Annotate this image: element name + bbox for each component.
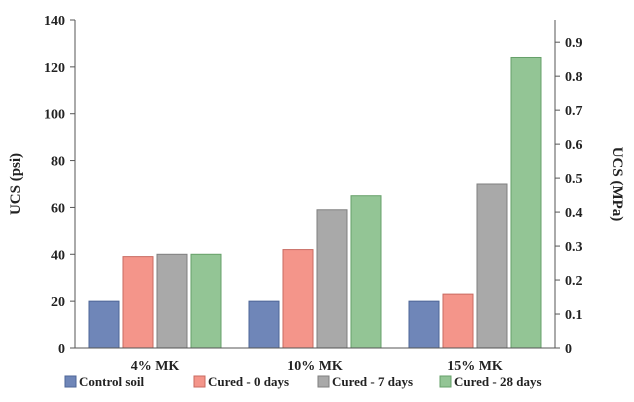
legend: Control soil Cured - 0 days Cured - 7 days… [64, 374, 542, 389]
legend-label: Control soil [79, 374, 145, 389]
bar-cured-28-days-1 [350, 195, 382, 349]
bar-control-soil-2 [408, 300, 440, 349]
bar-cured-28-days-0 [190, 253, 222, 349]
x-category-labels: 4% MK 10% MK 15% MK [131, 359, 503, 374]
bar-cured-7-days-1 [316, 209, 348, 349]
y-tick-label: 100 [44, 108, 65, 123]
y-tick-label: 80 [51, 155, 65, 170]
y2-tick-label: 0.4 [565, 206, 583, 221]
y2-tick-label: 0.2 [565, 274, 583, 289]
bar-cured-0-days-2 [442, 293, 474, 349]
bar-cured-0-days-1 [282, 249, 314, 349]
bar-cured-28-days-2 [510, 56, 542, 349]
legend-swatch [193, 375, 206, 388]
y-tick-label: 40 [51, 248, 65, 263]
bar-cured-7-days-0 [156, 253, 188, 349]
x-category-label: 4% MK [131, 359, 180, 374]
bar-control-soil-1 [248, 300, 280, 349]
legend-swatch [317, 375, 330, 388]
y2-tick-label: 0.8 [565, 70, 583, 85]
y-ticks-left: 0 20 40 60 80 100 120 140 [44, 14, 75, 357]
y2-tick-label: 0.9 [565, 36, 583, 51]
x-category-label: 15% MK [447, 359, 503, 374]
legend-label: Cured - 7 days [332, 374, 413, 389]
bar-cured-7-days-2 [476, 183, 508, 349]
y-tick-label: 0 [58, 342, 65, 357]
legend-swatch [64, 375, 77, 388]
y-tick-label: 120 [44, 61, 65, 76]
y-tick-label: 60 [51, 201, 65, 216]
bar-control-soil-0 [88, 300, 120, 349]
legend-swatch [439, 375, 452, 388]
y2-tick-label: 0.3 [565, 240, 583, 255]
axes-layer [74, 20, 556, 349]
y-ticks-right: 0 0.1 0.2 0.3 0.4 0.5 0.6 0.7 0.8 0.9 [555, 36, 583, 357]
y2-tick-label: 0.6 [565, 138, 583, 153]
y-axis-title-left: UCS (psi) [8, 153, 24, 215]
y-axis-title-right: UCS (MPa) [609, 147, 625, 222]
y-tick-label: 20 [51, 295, 65, 310]
bar-cured-0-days-0 [122, 256, 154, 349]
x-category-label: 10% MK [287, 359, 343, 374]
legend-label: Cured - 28 days [454, 374, 542, 389]
y-tick-label: 140 [44, 14, 65, 29]
y2-tick-label: 0.1 [565, 308, 583, 323]
y2-tick-label: 0.5 [565, 172, 583, 187]
y2-tick-label: 0 [565, 342, 572, 357]
y2-tick-label: 0.7 [565, 104, 583, 119]
bars-layer [88, 56, 542, 349]
legend-label: Cured - 0 days [208, 374, 289, 389]
